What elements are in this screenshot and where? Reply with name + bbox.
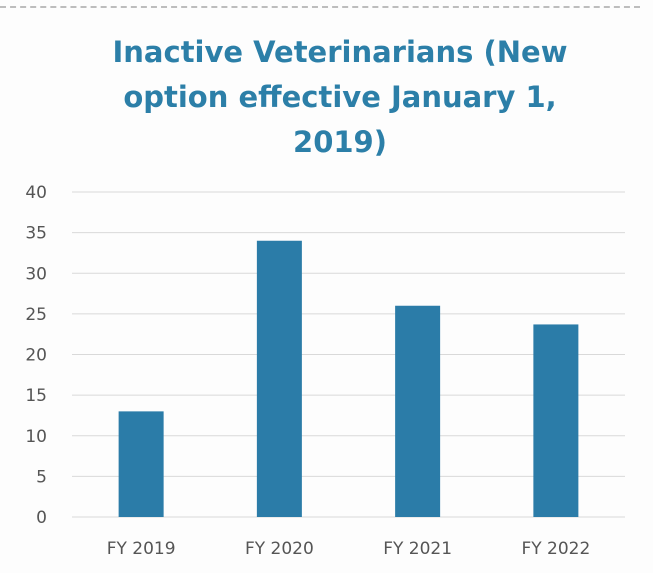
x-tick-label: FY 2019 [107,539,176,559]
y-tick-label: 30 [25,264,47,284]
y-tick-label: 5 [36,467,47,487]
x-tick-label: FY 2020 [245,539,314,559]
y-tick-label: 15 [25,386,47,406]
y-tick-label: 40 [25,183,47,203]
y-tick-label: 25 [25,305,47,325]
y-tick-label: 10 [25,427,47,447]
bar [118,411,164,517]
x-tick-label: FY 2021 [383,539,452,559]
bar [256,240,302,517]
bar [395,305,441,517]
x-tick-label: FY 2022 [521,539,590,559]
bar [533,324,579,517]
top-rule [0,6,640,8]
chart-title: Inactive Veterinarians (New option effec… [112,35,568,159]
y-tick-label: 35 [25,224,47,244]
y-tick-label: 0 [36,508,47,528]
y-tick-label: 20 [25,346,47,366]
